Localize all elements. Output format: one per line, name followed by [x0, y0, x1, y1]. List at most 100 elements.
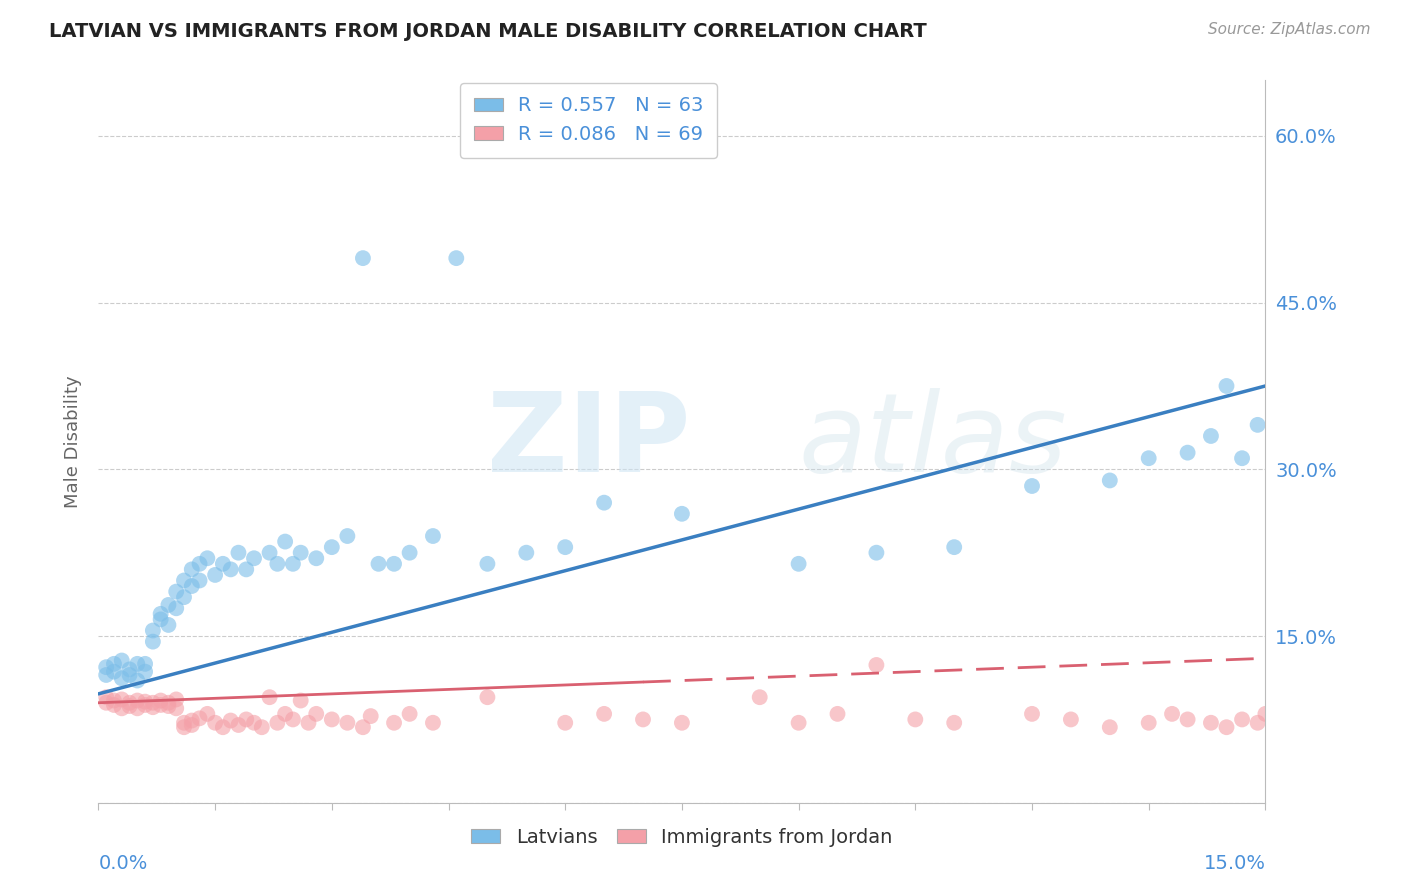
- Point: [96, 690, 118, 705]
- Point: [1199, 429, 1222, 443]
- Point: [188, 711, 211, 725]
- Point: [157, 696, 180, 710]
- Point: [212, 557, 235, 571]
- Point: [321, 713, 343, 727]
- Point: [593, 496, 616, 510]
- Point: [398, 546, 420, 560]
- Point: [118, 699, 141, 714]
- Text: 15.0%: 15.0%: [1204, 854, 1265, 873]
- Point: [1021, 479, 1043, 493]
- Point: [134, 695, 156, 709]
- Point: [103, 657, 125, 671]
- Point: [134, 657, 156, 671]
- Point: [165, 692, 187, 706]
- Point: [671, 507, 693, 521]
- Point: [281, 557, 304, 571]
- Point: [266, 715, 288, 730]
- Point: [111, 692, 134, 706]
- Point: [367, 557, 389, 571]
- Point: [157, 598, 180, 612]
- Point: [422, 715, 444, 730]
- Point: [204, 715, 226, 730]
- Point: [149, 612, 172, 626]
- Point: [96, 668, 118, 682]
- Point: [290, 546, 312, 560]
- Point: [446, 251, 468, 265]
- Point: [180, 718, 202, 732]
- Point: [259, 546, 281, 560]
- Point: [1098, 474, 1121, 488]
- Point: [943, 540, 966, 554]
- Point: [274, 534, 297, 549]
- Point: [142, 700, 165, 714]
- Text: 0.0%: 0.0%: [98, 854, 148, 873]
- Point: [1098, 720, 1121, 734]
- Point: [787, 557, 810, 571]
- Point: [352, 720, 374, 734]
- Point: [515, 546, 537, 560]
- Point: [173, 715, 195, 730]
- Text: atlas: atlas: [799, 388, 1067, 495]
- Point: [266, 557, 288, 571]
- Point: [228, 546, 250, 560]
- Point: [787, 715, 810, 730]
- Point: [1177, 713, 1199, 727]
- Point: [142, 634, 165, 648]
- Point: [1177, 445, 1199, 459]
- Point: [127, 657, 149, 671]
- Point: [360, 709, 382, 723]
- Point: [554, 715, 576, 730]
- Point: [904, 713, 927, 727]
- Point: [235, 713, 257, 727]
- Point: [127, 673, 149, 688]
- Point: [1137, 451, 1160, 466]
- Text: Source: ZipAtlas.com: Source: ZipAtlas.com: [1208, 22, 1371, 37]
- Point: [281, 713, 304, 727]
- Point: [554, 540, 576, 554]
- Point: [336, 529, 359, 543]
- Point: [1060, 713, 1083, 727]
- Point: [103, 665, 125, 679]
- Point: [134, 698, 156, 712]
- Point: [631, 713, 654, 727]
- Point: [157, 618, 180, 632]
- Point: [1199, 715, 1222, 730]
- Point: [111, 701, 134, 715]
- Point: [865, 657, 887, 672]
- Point: [865, 546, 887, 560]
- Point: [297, 715, 319, 730]
- Point: [290, 693, 312, 707]
- Point: [1230, 451, 1253, 466]
- Point: [127, 701, 149, 715]
- Point: [336, 715, 359, 730]
- Point: [382, 715, 405, 730]
- Point: [1246, 417, 1268, 432]
- Point: [118, 696, 141, 710]
- Point: [165, 601, 187, 615]
- Point: [259, 690, 281, 705]
- Text: LATVIAN VS IMMIGRANTS FROM JORDAN MALE DISABILITY CORRELATION CHART: LATVIAN VS IMMIGRANTS FROM JORDAN MALE D…: [49, 22, 927, 41]
- Point: [274, 706, 297, 721]
- Point: [671, 715, 693, 730]
- Point: [188, 574, 211, 588]
- Point: [1215, 379, 1237, 393]
- Point: [118, 668, 141, 682]
- Point: [173, 590, 195, 604]
- Point: [165, 701, 187, 715]
- Point: [422, 529, 444, 543]
- Text: ZIP: ZIP: [486, 388, 690, 495]
- Point: [1021, 706, 1043, 721]
- Point: [943, 715, 966, 730]
- Point: [149, 607, 172, 621]
- Point: [1254, 706, 1277, 721]
- Point: [398, 706, 420, 721]
- Point: [228, 718, 250, 732]
- Point: [111, 671, 134, 685]
- Point: [243, 715, 266, 730]
- Point: [593, 706, 616, 721]
- Point: [748, 690, 770, 705]
- Point: [142, 624, 165, 638]
- Point: [134, 665, 156, 679]
- Point: [477, 557, 499, 571]
- Point: [180, 579, 202, 593]
